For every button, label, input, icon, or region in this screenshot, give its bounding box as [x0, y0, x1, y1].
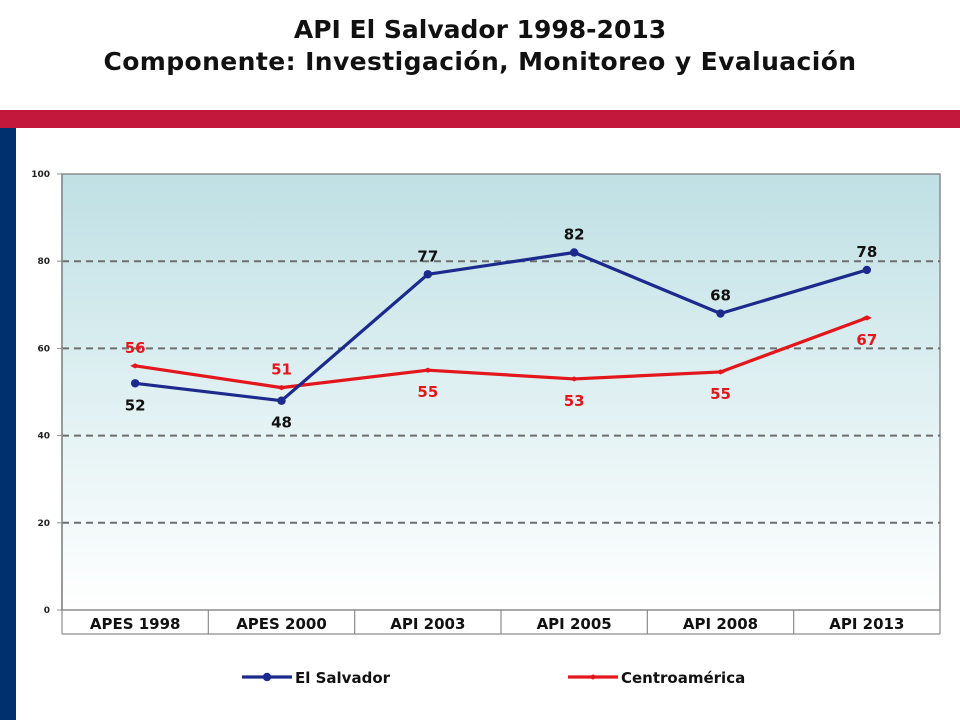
data-label: 68 — [710, 287, 731, 305]
plot-area — [61, 173, 941, 611]
data-point — [716, 309, 725, 318]
legend-label: El Salvador — [295, 669, 391, 687]
x-tick-label: APES 1998 — [90, 615, 181, 633]
data-point — [277, 396, 286, 405]
series-line-centroamerica — [134, 316, 868, 390]
legend-marker — [262, 672, 272, 682]
legend: El Salvador Centroamérica — [242, 669, 745, 687]
data-label: 51 — [271, 361, 292, 379]
x-tick-label: API 2005 — [537, 615, 612, 633]
data-point — [861, 315, 872, 321]
y-tick-label: 40 — [37, 432, 50, 442]
data-label: 67 — [856, 331, 877, 349]
data-label: 55 — [710, 385, 731, 403]
data-point — [130, 379, 140, 388]
x-tick-label: API 2008 — [683, 615, 758, 633]
y-tick-label: 20 — [37, 519, 50, 529]
data-point — [569, 248, 579, 257]
y-tick-label: 100 — [31, 170, 50, 180]
data-label: 56 — [125, 339, 146, 357]
x-tick-label: API 2013 — [829, 615, 904, 633]
y-tick-label: 80 — [37, 257, 50, 267]
title-block: API El Salvador 1998-2013 Componente: In… — [0, 14, 960, 78]
page-subtitle: Componente: Investigación, Monitoreo y E… — [103, 47, 857, 76]
data-label: 55 — [417, 383, 438, 401]
red-accent-bar — [0, 110, 960, 128]
data-label: 48 — [271, 414, 292, 432]
data-point — [862, 265, 872, 275]
legend-label: Centroamérica — [621, 669, 745, 687]
y-tick-label: 60 — [37, 344, 50, 354]
data-label: 53 — [564, 392, 585, 410]
y-axis: 0 20 40 60 80 100 — [31, 170, 63, 616]
data-label: 52 — [125, 396, 146, 414]
data-labels: 56 51 55 53 55 67 52 48 77 82 68 78 — [125, 225, 878, 431]
page-title: API El Salvador 1998-2013 — [293, 15, 667, 44]
data-point — [276, 385, 287, 391]
data-point — [422, 367, 433, 373]
blue-accent-bar — [0, 128, 16, 720]
data-point — [423, 270, 433, 279]
series-line-el-salvador — [134, 250, 868, 403]
x-tick-label: API 2003 — [390, 615, 465, 633]
data-label: 77 — [417, 247, 438, 265]
legend-marker — [588, 674, 598, 680]
grid-lines — [62, 260, 940, 524]
data-label: 82 — [564, 225, 585, 243]
x-axis: APES 1998 APES 2000 API 2003 API 2005 API 20… — [61, 610, 941, 635]
y-tick-label: 0 — [44, 606, 50, 616]
data-label: 78 — [856, 243, 877, 261]
x-tick-label: APES 2000 — [236, 615, 327, 633]
